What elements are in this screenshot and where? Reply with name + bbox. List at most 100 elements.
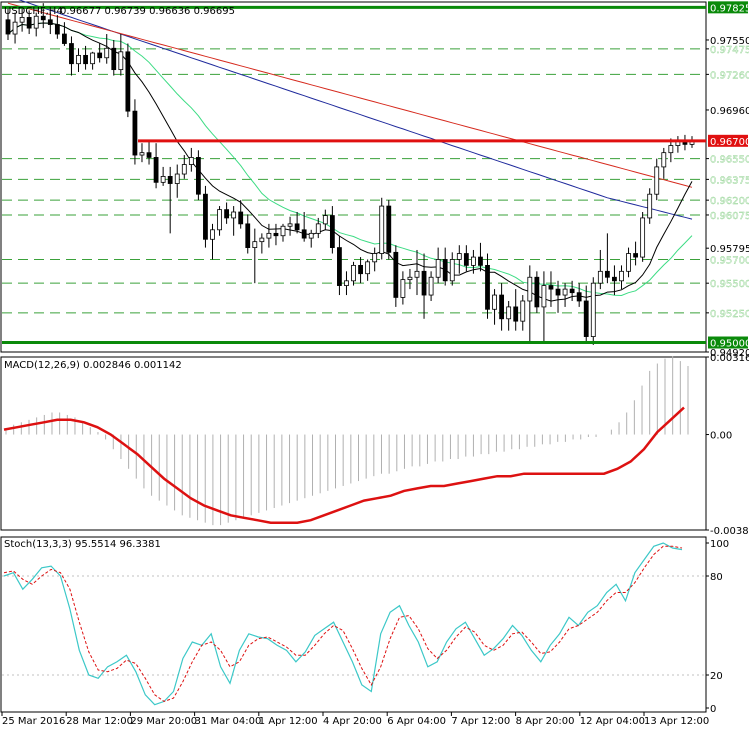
candle-body — [414, 270, 420, 278]
time-tick-label: 4 Apr 20:00 — [323, 716, 382, 727]
candle-body — [471, 256, 476, 266]
macd-panel: 0.003167 0.00 -0.003899 — [0, 353, 749, 537]
candle-body — [442, 259, 448, 282]
price-tag-label: 0.96700 — [710, 137, 749, 148]
candle-body — [97, 52, 103, 59]
candle-body — [54, 24, 60, 35]
candle-body — [132, 110, 138, 156]
candle-body — [569, 288, 575, 294]
symbol-label: USDCHF,H4 — [4, 6, 63, 17]
candle-body — [393, 251, 399, 298]
time-tick-label: 7 Apr 12:00 — [451, 716, 510, 727]
candle-body — [245, 223, 251, 248]
candle-body — [62, 33, 67, 44]
candle-body — [252, 241, 258, 248]
time-tick-label: 8 Apr 20:00 — [516, 716, 575, 727]
ma-slow-line — [7, 2, 693, 188]
candle-body — [661, 152, 667, 168]
candle-body — [386, 205, 392, 253]
candle-body — [379, 205, 385, 254]
price-tick-label: 0.94920 — [710, 348, 749, 359]
price-tag-box — [708, 134, 748, 147]
candle-body — [26, 17, 32, 29]
stoch-tick-label: 100 — [710, 539, 729, 550]
candle-body — [76, 54, 81, 65]
candle-body — [195, 157, 201, 195]
candle-body — [612, 276, 617, 282]
price-tag-box — [708, 336, 748, 349]
candle-body — [358, 264, 363, 275]
candle-body — [238, 211, 244, 225]
macd-signal-line — [3, 406, 685, 524]
candle-body — [449, 259, 455, 282]
candle-body — [111, 47, 117, 71]
price-tag-box — [708, 1, 748, 14]
candle-body — [153, 157, 159, 183]
candle-body — [372, 253, 378, 263]
candle-body — [407, 276, 413, 281]
candle-body — [69, 43, 74, 65]
time-tick-label: 6 Apr 04:00 — [387, 716, 446, 727]
candle-body — [90, 52, 96, 65]
candle-body — [203, 193, 208, 240]
candle-body — [604, 270, 610, 278]
stoch-frame — [0, 536, 707, 713]
stochastic-panel: 100 80 20 0 — [0, 536, 729, 715]
price-tick-label: 0.95700 — [710, 255, 749, 266]
time-tick-label: 28 Mar 12:00 — [66, 716, 133, 727]
stoch-label: Stoch(13,3,3) 95.5514 96.3381 — [4, 539, 161, 550]
price-tick-label: 0.96960 — [710, 106, 749, 117]
ohlc-readout: 0.96677 0.96739 0.96636 0.96695 — [60, 6, 235, 17]
price-tick-label: 0.96075 — [710, 211, 749, 222]
price-tick-label: 0.95250 — [710, 309, 749, 320]
candle-body — [160, 176, 166, 183]
candle-body — [329, 215, 335, 248]
candle-body — [125, 51, 131, 112]
candle-body — [139, 152, 145, 156]
price-tick-label: 0.96550 — [710, 155, 749, 166]
candle-body — [188, 157, 194, 165]
candle-body — [280, 225, 286, 237]
candle-body — [33, 15, 39, 29]
time-tick-label: 25 Mar 2016 — [2, 716, 65, 727]
stoch-signal-line — [3, 545, 683, 702]
candle-body — [273, 232, 279, 237]
price-tick-label: 0.96200 — [710, 196, 749, 207]
candle-body — [287, 223, 293, 227]
candle-body — [400, 279, 406, 298]
stoch-tick-label: 0 — [710, 704, 716, 715]
macd-frame — [0, 356, 707, 531]
candle-body — [506, 306, 512, 320]
candle-body — [351, 264, 356, 282]
candle-body — [217, 209, 222, 231]
candle-body — [266, 232, 272, 239]
candle-body — [83, 54, 88, 65]
candle-body — [12, 21, 18, 35]
candle-body — [322, 215, 328, 225]
candle-body — [633, 253, 638, 258]
candle-body — [478, 256, 483, 266]
candle-body — [541, 285, 547, 308]
ma-mid-line — [7, 22, 693, 297]
time-tick-label: 13 Apr 12:00 — [644, 716, 709, 727]
candle-body — [619, 270, 624, 282]
stoch-tick-label: 80 — [710, 572, 723, 583]
candle-body — [174, 173, 180, 184]
price-tag-label: 0.95000 — [710, 339, 749, 350]
candle-body — [555, 288, 561, 296]
macd-tick-label: 0.003167 — [710, 353, 749, 364]
stoch-main-line — [3, 542, 683, 706]
candle-body — [315, 223, 321, 234]
time-tick-label: 31 Mar 04:00 — [195, 716, 262, 727]
candle-body — [456, 253, 462, 260]
candle-body — [47, 19, 53, 25]
macd-label: MACD(12,26,9) 0.002846 0.001142 — [4, 360, 182, 371]
candle-body — [435, 259, 441, 278]
price-tick-label: 0.95795 — [710, 244, 749, 255]
macd-tick-label: 0.00 — [710, 431, 732, 442]
candle-body — [40, 15, 46, 21]
